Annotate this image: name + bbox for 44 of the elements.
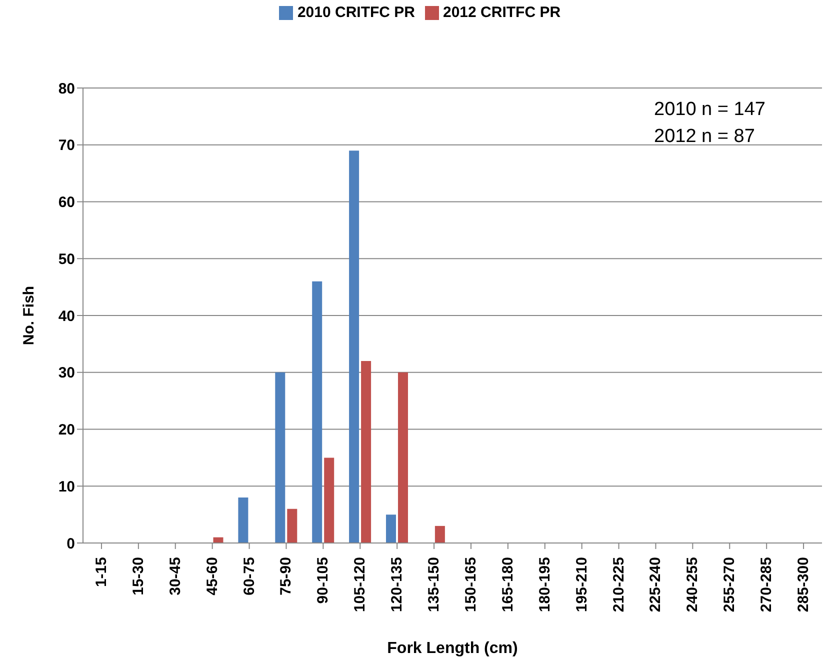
x-tick-label: 225-240 <box>647 557 664 612</box>
y-tick-label: 20 <box>58 422 75 439</box>
y-tick-label: 0 <box>66 535 75 552</box>
x-tick-label: 45-60 <box>204 557 221 596</box>
x-tick-label: 90-105 <box>314 557 332 604</box>
y-tick-label: 40 <box>58 308 75 325</box>
x-axis-title: Fork Length (cm) <box>387 640 518 657</box>
bar <box>361 361 372 543</box>
bar <box>386 514 396 543</box>
legend-label: 2010 CRITFC PR <box>297 4 415 21</box>
x-tick-label: 165-180 <box>499 557 516 612</box>
x-tick-label: 60-75 <box>240 557 258 596</box>
bar <box>287 508 298 543</box>
x-tick-label: 270-285 <box>758 557 776 612</box>
y-tick-label: 60 <box>58 194 75 212</box>
sample-size-note: 2010 n = 147 2012 n = 87 <box>654 98 766 149</box>
bar <box>312 281 322 543</box>
x-tick-label: 210-225 <box>610 557 628 612</box>
x-tick-label: 105-120 <box>352 557 369 612</box>
bar <box>349 150 360 543</box>
y-tick-label: 70 <box>58 137 75 154</box>
x-tick-label: 285-300 <box>795 557 812 612</box>
x-tick-label: 135-150 <box>426 557 443 612</box>
bar <box>324 458 334 543</box>
x-tick-label: 240-255 <box>684 557 702 612</box>
x-tick-label: 120-135 <box>388 557 406 612</box>
x-tick-label: 15-30 <box>130 557 147 596</box>
x-tick-label: 195-210 <box>573 557 590 612</box>
x-tick-label: 30-45 <box>166 557 184 596</box>
legend-label: 2012 CRITFC PR <box>443 4 561 21</box>
x-tick-label: 150-165 <box>462 557 480 612</box>
y-tick-label: 10 <box>58 478 75 496</box>
bar <box>275 372 286 543</box>
bar <box>238 498 248 543</box>
y-axis-title: No. Fish <box>20 286 38 346</box>
bar <box>434 526 445 543</box>
y-tick-label: 80 <box>58 80 75 98</box>
y-tick-label: 30 <box>58 364 75 382</box>
x-tick-label: 180-195 <box>536 557 554 612</box>
y-tick-label: 50 <box>58 250 75 268</box>
x-tick-label: 75-90 <box>278 557 295 596</box>
x-tick-label: 255-270 <box>721 557 738 612</box>
x-tick-label: 1-15 <box>92 557 110 588</box>
bar <box>398 372 408 543</box>
